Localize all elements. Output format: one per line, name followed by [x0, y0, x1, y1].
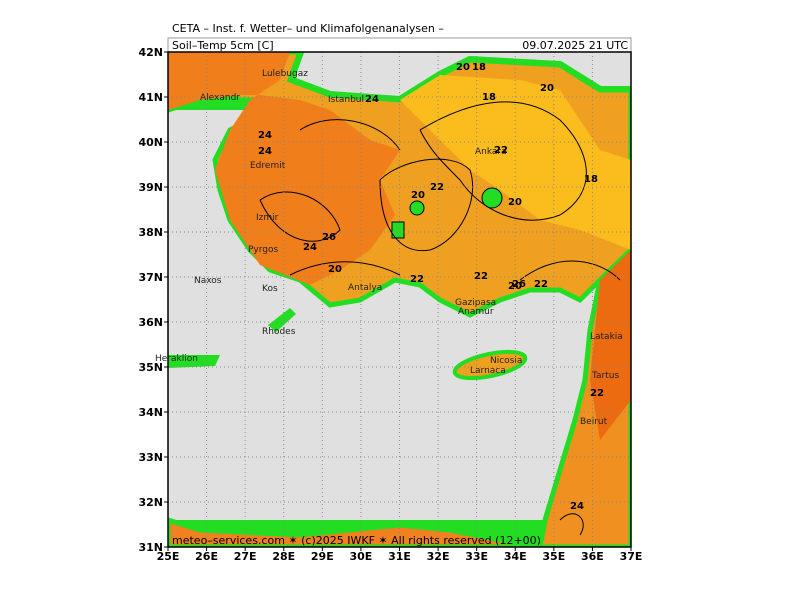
- lon-label: 36E: [581, 550, 604, 563]
- lat-label: 38N: [138, 226, 163, 239]
- lat-label: 39N: [138, 181, 163, 194]
- lon-label: 30E: [350, 550, 373, 563]
- lon-label: 32E: [427, 550, 450, 563]
- valid-time: 09.07.2025 21 UTC: [522, 39, 628, 52]
- lon-label: 31E: [388, 550, 411, 563]
- lat-label: 33N: [138, 451, 163, 464]
- place-label: Tartus: [591, 371, 619, 381]
- contour-label: 22: [494, 145, 508, 156]
- contour-label: 26: [322, 232, 336, 243]
- lat-label: 32N: [138, 496, 163, 509]
- contour-label: 22: [534, 279, 548, 290]
- map-area: [168, 52, 631, 547]
- contour-label: 22: [430, 182, 444, 193]
- place-label: Beirut: [580, 417, 608, 427]
- lat-label: 37N: [138, 271, 163, 284]
- header-title: CETA – Inst. f. Wetter– und Klimafolgena…: [172, 22, 444, 35]
- contour-label: 20: [540, 83, 554, 94]
- place-label: Heraklion: [155, 354, 198, 364]
- place-label: Kos: [262, 284, 278, 294]
- lat-label: 35N: [138, 361, 163, 374]
- place-label: Izmir: [256, 213, 279, 223]
- lon-label: 27E: [234, 550, 257, 563]
- contour-label: 22: [474, 271, 488, 282]
- place-label: Naxos: [194, 276, 222, 286]
- contour-label: 24: [258, 146, 272, 157]
- lat-label: 31N: [138, 541, 163, 554]
- place-label: Larnaca: [470, 366, 506, 376]
- contour-label: 24: [258, 130, 272, 141]
- lon-label: 26E: [195, 550, 218, 563]
- lon-label: 34E: [504, 550, 527, 563]
- contour-label: 22: [590, 388, 604, 399]
- place-label: Rhodes: [262, 327, 296, 337]
- place-label: Lulebugaz: [262, 69, 308, 79]
- place-label: Ankara: [475, 147, 507, 157]
- variable-label: Soil–Temp 5cm [C]: [172, 39, 274, 52]
- place-label: Latakia: [590, 332, 623, 342]
- footer: meteo–services.com ✶ (c)2025 IWKF ✶ All …: [172, 534, 541, 547]
- lon-label: 37E: [620, 550, 643, 563]
- place-label: Gazipasa: [455, 298, 496, 308]
- contour-label: 24: [365, 94, 379, 105]
- contour-label: 20: [508, 281, 522, 292]
- contour-label: 18: [472, 62, 486, 73]
- place-label: Antalya: [348, 283, 382, 293]
- place-label: Edremit: [250, 161, 286, 171]
- contour-label: 18: [482, 92, 496, 103]
- place-label: Istanbul: [328, 95, 364, 105]
- contour-label: 24: [570, 501, 584, 512]
- lat-label: 34N: [138, 406, 163, 419]
- place-label: Anamur: [458, 307, 494, 317]
- lon-label: 33E: [465, 550, 488, 563]
- contour-label: 20: [411, 190, 425, 201]
- lon-label: 35E: [542, 550, 565, 563]
- contour-label: 20: [328, 264, 342, 275]
- contour-label: 20: [508, 197, 522, 208]
- contour-label: 22: [410, 274, 424, 285]
- lon-label: 28E: [272, 550, 295, 563]
- lat-label: 42N: [138, 46, 163, 59]
- contour-label: 26: [512, 279, 526, 290]
- lon-label: 29E: [311, 550, 334, 563]
- lon-label: 25E: [157, 550, 180, 563]
- contour-label: 18: [584, 174, 598, 185]
- lat-label: 40N: [138, 136, 163, 149]
- contour-label: 24: [303, 242, 317, 253]
- place-label: Pyrgos: [248, 245, 279, 255]
- contour-label: 20: [456, 62, 470, 73]
- lat-label: 36N: [138, 316, 163, 329]
- place-label: Alexandr: [200, 93, 240, 103]
- lat-label: 41N: [138, 91, 163, 104]
- place-label: Nicosia: [490, 356, 522, 366]
